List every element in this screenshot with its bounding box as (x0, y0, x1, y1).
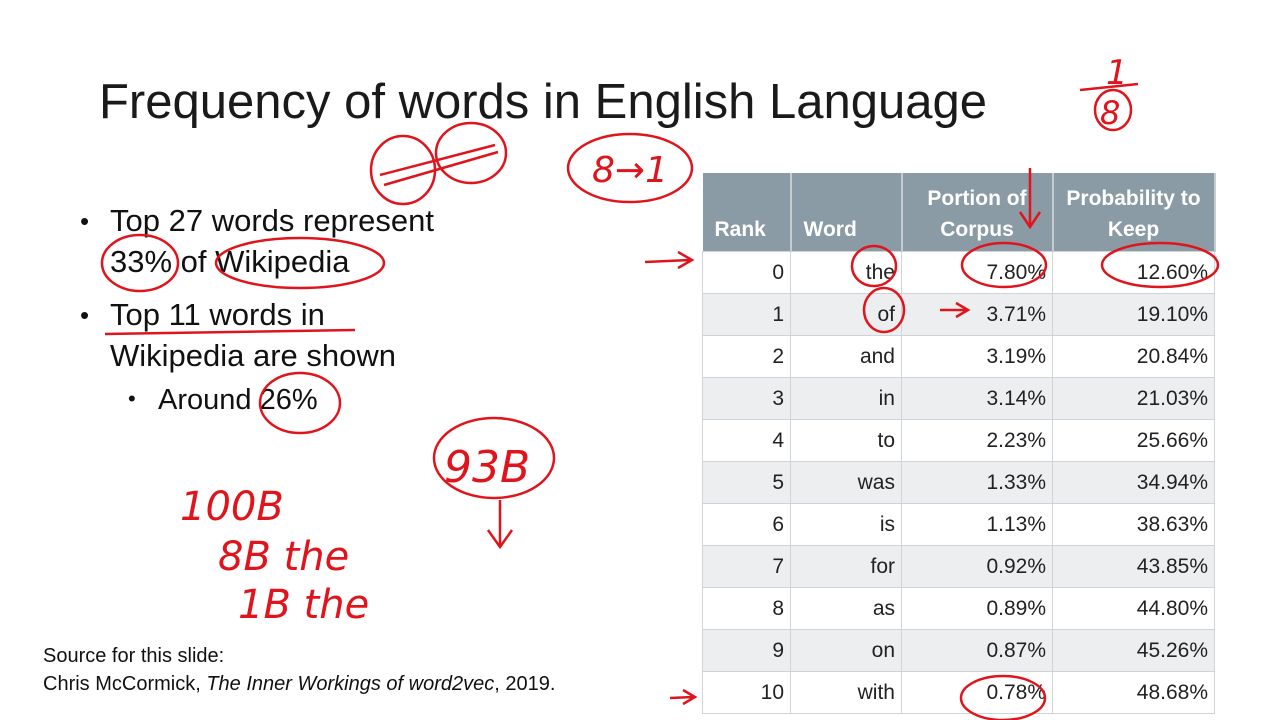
bullet-dot: • (80, 300, 90, 330)
table-cell: 1.33% (901, 461, 1053, 504)
table-row: 10 with 0.78% 48.68% (702, 671, 1215, 714)
sub-bullet-dot: • (128, 386, 136, 411)
bullet-line: Top 27 words represent (110, 203, 434, 238)
ink-circle (862, 286, 906, 334)
table-body: 0 the 7.80% 12.60% 1 of 3.71% 19.10% 2 and 3.19% 20… (702, 251, 1215, 714)
slide-title: Frequency of words in English Language (99, 75, 988, 129)
handwriting: 1 (1106, 53, 1128, 93)
table-cell: 0 (702, 251, 791, 294)
table-cell: 25.66% (1052, 419, 1215, 462)
ink-circle (1093, 88, 1133, 132)
table-cell: 6 (702, 503, 791, 546)
ink-arrow (644, 250, 695, 270)
table-row: 6 is 1.13% 38.63% (702, 503, 1215, 546)
table-cell: 7 (702, 545, 791, 588)
column-header: Probability to Keep (1052, 173, 1216, 252)
source: Source for this slide: Chris McCormick, … (43, 642, 555, 698)
handwriting: 93B (444, 442, 530, 493)
handwriting: 1B the (238, 582, 369, 628)
table-cell: 48.68% (1052, 671, 1215, 714)
ink-circle (1100, 241, 1220, 289)
ink-arrow (486, 500, 514, 550)
table-row: 8 as 0.89% 44.80% (702, 587, 1215, 630)
ink-circle (432, 416, 556, 500)
fraction-line (1079, 82, 1139, 92)
column-header: Portion of Corpus (901, 173, 1054, 252)
handwriting: 8 (1100, 94, 1120, 132)
bullet-line: Wikipedia are shown (110, 338, 397, 373)
source-line: Chris McCormick, The Inner Workings of w… (43, 670, 555, 698)
table-cell: 19.10% (1052, 293, 1215, 336)
bullet-dot: • (80, 206, 90, 236)
table-cell: 20.84% (1052, 335, 1215, 378)
ink-circle (960, 241, 1048, 289)
table-cell: 9 (702, 629, 791, 672)
table-row: 5 was 1.33% 34.94% (702, 461, 1215, 504)
table-cell: 5 (702, 461, 791, 504)
ink-underline (104, 328, 356, 336)
table-cell: 43.85% (1052, 545, 1215, 588)
table-cell: is (790, 503, 902, 546)
source-work: The Inner Workings of word2vec (206, 673, 495, 695)
table-cell: 44.80% (1052, 587, 1215, 630)
ink-circle (258, 371, 342, 435)
handwriting: 8→1 (592, 150, 668, 191)
table-cell: on (790, 629, 902, 672)
handwriting: 8B the (218, 534, 349, 580)
table-head: Rank Word Portion of Corpus Probability to … (702, 173, 1216, 252)
table-row: 4 to 2.23% 25.66% (702, 419, 1215, 462)
ink-circle (566, 132, 694, 204)
table-cell: 0.92% (901, 545, 1053, 588)
table-cell: 12.60% (1052, 251, 1215, 294)
table-cell: 2.23% (901, 419, 1053, 462)
ink-arrow (669, 688, 698, 706)
ink-circle (100, 233, 180, 293)
table-row: 1 of 3.71% 19.10% (702, 293, 1215, 336)
sub-bullet: Around 26% (158, 384, 318, 416)
ink-strike (379, 143, 499, 187)
handwriting: 100B (180, 484, 284, 530)
table-cell: 34.94% (1052, 461, 1215, 504)
source-year: , 2019. (494, 673, 556, 695)
table-row: 0 the 7.80% 12.60% (702, 251, 1215, 294)
table-cell: 0.87% (901, 629, 1053, 672)
ink-circle (959, 674, 1047, 720)
table-cell: was (790, 461, 902, 504)
header-row: Rank Word Portion of Corpus Probability to … (702, 173, 1216, 252)
ink-arrow (1018, 168, 1042, 230)
ink-circle (214, 236, 386, 290)
ink-circle (434, 121, 508, 185)
source-line: Source for this slide: (43, 645, 225, 667)
table-cell: 3.19% (901, 335, 1053, 378)
table-cell: 21.03% (1052, 377, 1215, 420)
table-row: 7 for 0.92% 43.85% (702, 545, 1215, 588)
ink-arrow (940, 301, 971, 319)
bullet-line: Top 11 words in (110, 297, 325, 332)
table-cell: for (790, 545, 902, 588)
table-cell: 10 (702, 671, 791, 714)
table-cell: 3.71% (901, 293, 1053, 336)
table-cell: to (790, 419, 902, 462)
table-cell: with (790, 671, 902, 714)
source-author: Chris McCormick, (43, 673, 207, 695)
table-cell: 0.78% (901, 671, 1053, 714)
frequency-table: Rank Word Portion of Corpus Probability to … (702, 173, 1216, 714)
table-row: 9 on 0.87% 45.26% (702, 629, 1215, 672)
ink-circle (850, 244, 898, 288)
table-cell: 3 (702, 377, 791, 420)
column-header: Rank (702, 173, 792, 252)
table-cell: as (790, 587, 902, 630)
column-header: Word (790, 173, 903, 252)
